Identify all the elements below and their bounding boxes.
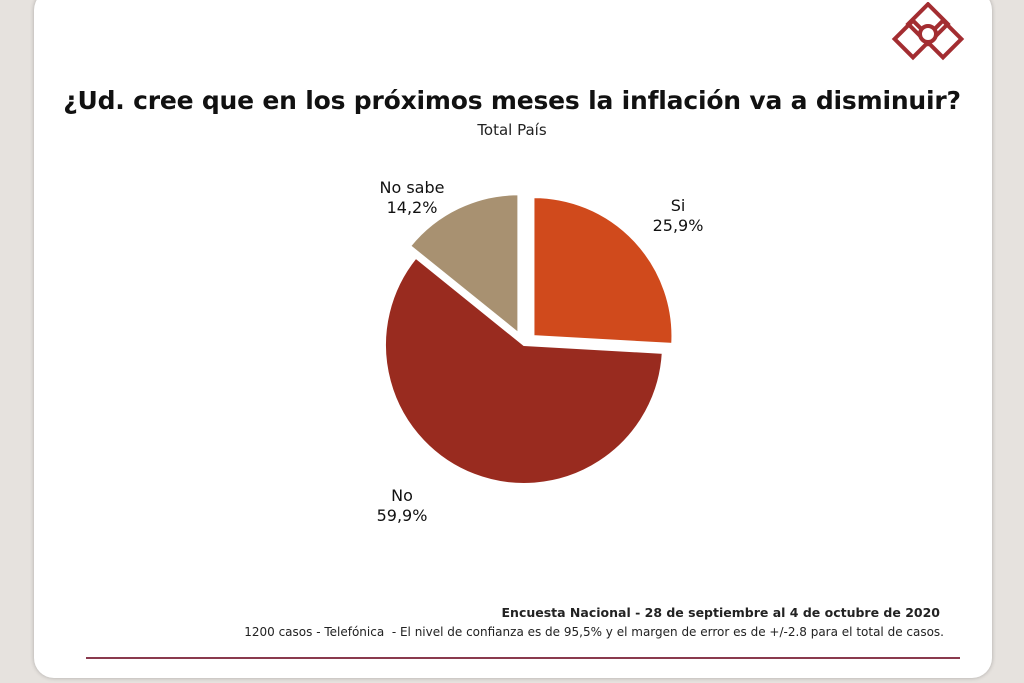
survey-methodology: 1200 casos - Telefónica - El nivel de co… xyxy=(244,625,944,639)
pie-slice-si xyxy=(532,196,674,345)
slice-label-no-name: No xyxy=(391,486,413,505)
slice-label-si-value: 25,9% xyxy=(652,216,704,235)
slice-label-no-value: 59,9% xyxy=(376,506,428,525)
pie-slice-no xyxy=(384,256,664,485)
slice-label-no-sabe-value: 14,2% xyxy=(386,198,438,217)
pie-slice-no-sabe xyxy=(408,193,520,336)
slice-label-no-sabe-name: No sabe xyxy=(379,178,445,197)
slice-label-no: No 59,9% xyxy=(352,486,452,526)
diamond-logo-icon xyxy=(891,2,965,61)
chart-subtitle: Total País xyxy=(477,121,547,139)
footer-divider xyxy=(86,657,960,659)
slice-label-si-name: Si xyxy=(670,196,686,215)
slice-label-si: Si 25,9% xyxy=(628,196,728,236)
slice-label-no-sabe: No sabe 14,2% xyxy=(352,178,472,218)
chart-title: ¿Ud. cree que en los próximos meses la i… xyxy=(63,86,961,115)
survey-info: Encuesta Nacional - 28 de septiembre al … xyxy=(501,605,941,620)
